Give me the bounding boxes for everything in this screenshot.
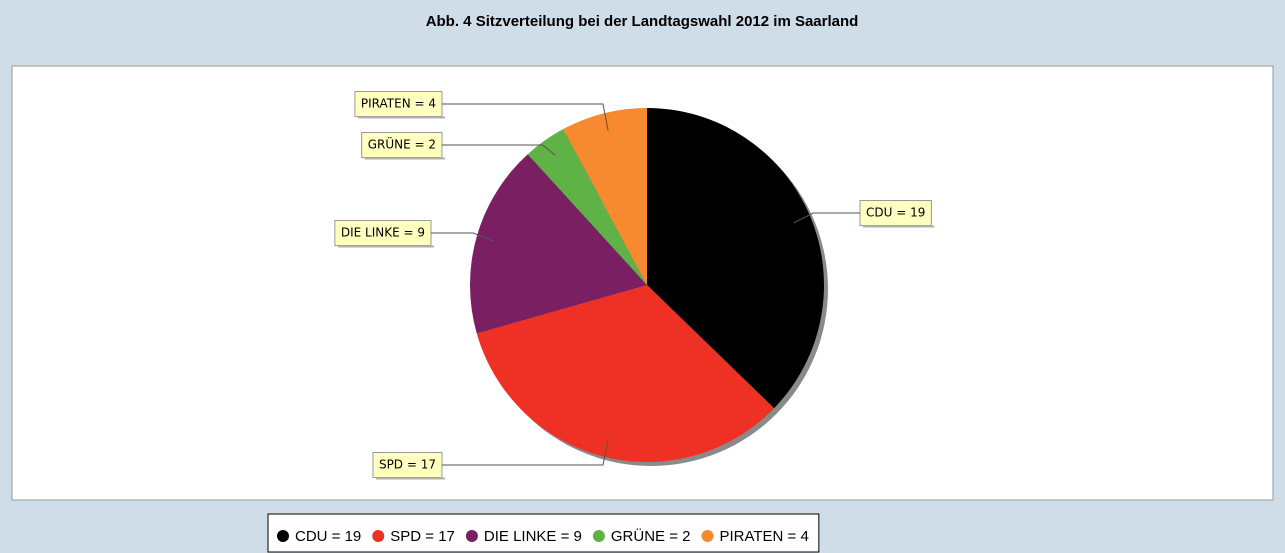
legend-marker bbox=[592, 530, 605, 542]
legend-label: SPD = 17 bbox=[390, 528, 455, 545]
slice bbox=[647, 108, 825, 409]
slice-label: DIE LINKE = 9 bbox=[341, 226, 425, 240]
legend-label: GRÜNE = 2 bbox=[611, 527, 691, 545]
legend-items: CDU = 19 SPD = 17 DIE LINKE = 9 GRÜNE = 2 PI… bbox=[277, 527, 809, 545]
label-shadow bbox=[357, 116, 445, 119]
slice-label: GRÜNE = 2 bbox=[368, 136, 436, 152]
legend-label: DIE LINKE = 9 bbox=[484, 528, 582, 545]
leader-line bbox=[442, 439, 609, 466]
legend-label: CDU = 19 bbox=[295, 528, 361, 545]
label-shadow bbox=[375, 477, 445, 480]
slice-label: PIRATEN = 4 bbox=[361, 97, 436, 111]
slice bbox=[470, 154, 647, 334]
legend-marker bbox=[372, 530, 385, 542]
leader-line bbox=[442, 103, 609, 131]
chart-title: Abb. 4 Sitzverteilung bei der Landtagswa… bbox=[426, 13, 859, 30]
label-shadow bbox=[863, 225, 935, 228]
label-box bbox=[354, 91, 443, 117]
label-shadow bbox=[337, 245, 434, 248]
legend bbox=[267, 513, 820, 553]
labels: CDU = 19 SPD = 17 DIE LINKE = 9 GRÜNE = 2 PI… bbox=[334, 91, 935, 480]
leader-line bbox=[793, 212, 860, 224]
pie bbox=[470, 108, 828, 466]
slice-label: SPD = 17 bbox=[379, 458, 436, 472]
slice-label: CDU = 19 bbox=[866, 206, 925, 220]
slice bbox=[476, 285, 775, 462]
legend-marker bbox=[701, 530, 714, 542]
leader-line bbox=[431, 232, 494, 242]
legend-marker bbox=[465, 530, 478, 542]
label-box bbox=[859, 200, 932, 226]
slice bbox=[563, 108, 647, 285]
label-shadow bbox=[364, 157, 445, 160]
leader-line bbox=[442, 144, 556, 156]
legend-marker bbox=[277, 530, 289, 542]
legend-label: PIRATEN = 4 bbox=[719, 528, 808, 545]
slice bbox=[527, 129, 647, 285]
